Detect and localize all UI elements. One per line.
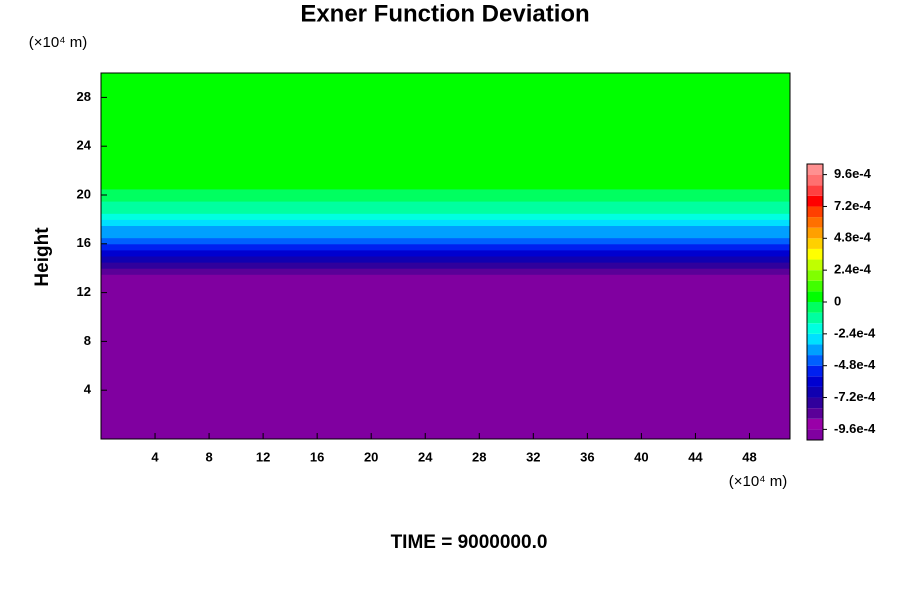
contour-band bbox=[101, 207, 790, 214]
x-tick-label: 16 bbox=[310, 449, 324, 464]
y-tick-label: 24 bbox=[77, 138, 92, 153]
y-tick-label: 8 bbox=[84, 333, 91, 348]
colorbar-swatch bbox=[807, 429, 823, 440]
colorbar-swatch bbox=[807, 365, 823, 377]
y-axis-label: Height bbox=[32, 227, 53, 287]
colorbar-swatch bbox=[807, 238, 823, 249]
contour-band bbox=[101, 256, 790, 263]
footer: TIME = 9000000.0 bbox=[391, 532, 548, 553]
x-unit: (×10⁴ m) bbox=[729, 473, 788, 490]
contour-band bbox=[101, 219, 790, 226]
colorbar-swatch bbox=[807, 355, 823, 366]
x-tick-label: 48 bbox=[742, 449, 756, 464]
colorbar-swatch bbox=[807, 302, 823, 313]
colorbar-swatch bbox=[807, 248, 823, 260]
colorbar-swatch bbox=[807, 270, 823, 281]
x-tick-label: 24 bbox=[418, 449, 433, 464]
colorbar-tick-label: 7.2e-4 bbox=[834, 198, 872, 213]
contour-band bbox=[101, 262, 790, 269]
x-tick-label: 36 bbox=[580, 449, 594, 464]
contour-band bbox=[101, 243, 790, 251]
colorbar-swatch bbox=[807, 164, 823, 175]
x-tick-label: 20 bbox=[364, 449, 378, 464]
colorbar-swatch bbox=[807, 376, 823, 387]
x-tick-label: 32 bbox=[526, 449, 540, 464]
contour-band bbox=[101, 195, 790, 202]
contour-band bbox=[101, 268, 790, 275]
y-tick-label: 28 bbox=[77, 89, 91, 104]
contour-band bbox=[101, 188, 790, 196]
colorbar-tick-label: -4.8e-4 bbox=[834, 357, 876, 372]
x-tick-label: 40 bbox=[634, 449, 648, 464]
plot-frame bbox=[100, 72, 791, 440]
contour-band bbox=[101, 249, 790, 257]
y-tick-label: 16 bbox=[77, 235, 91, 250]
x-tick-label: 12 bbox=[256, 449, 270, 464]
colorbar-swatch bbox=[807, 174, 823, 186]
colorbar-swatch bbox=[807, 280, 823, 292]
colorbar-swatch bbox=[807, 185, 823, 196]
colorbar-swatch bbox=[807, 206, 823, 218]
contour-band bbox=[101, 201, 790, 208]
y-tick-label: 20 bbox=[77, 186, 91, 201]
colorbar-swatch bbox=[807, 408, 823, 419]
colorbar-swatch bbox=[807, 291, 823, 302]
colorbar-swatch bbox=[807, 259, 823, 271]
colorbar-swatch bbox=[807, 418, 823, 430]
x-tick-label: 44 bbox=[688, 449, 703, 464]
colorbar-tick-label: 4.8e-4 bbox=[834, 230, 872, 245]
colorbar-tick-label: 0 bbox=[834, 293, 841, 308]
colorbar-tick-label: -7.2e-4 bbox=[834, 389, 876, 404]
x-tick-label: 28 bbox=[472, 449, 486, 464]
y-tick-label: 4 bbox=[84, 382, 92, 397]
colorbar-swatch bbox=[807, 227, 823, 239]
colorbar-swatch bbox=[807, 323, 823, 334]
colorbar-swatch bbox=[807, 397, 823, 409]
colorbar-swatch bbox=[807, 217, 823, 228]
x-tick-label: 8 bbox=[205, 449, 212, 464]
chart-title: Exner Function Deviation bbox=[300, 0, 589, 27]
colorbar-tick-label: 2.4e-4 bbox=[834, 262, 872, 277]
contour-band bbox=[101, 231, 790, 239]
contour-band bbox=[101, 225, 790, 233]
colorbar-tick-label: -2.4e-4 bbox=[834, 325, 876, 340]
y-tick-label: 12 bbox=[77, 284, 91, 299]
colorbar-tick-label: -9.6e-4 bbox=[834, 421, 876, 436]
colorbar-swatch bbox=[807, 333, 823, 345]
colorbar-tick-label: 9.6e-4 bbox=[834, 166, 872, 181]
colorbar-swatch bbox=[807, 312, 823, 324]
contour-band bbox=[101, 213, 790, 220]
contour-band bbox=[101, 237, 790, 245]
contour-band bbox=[101, 73, 790, 190]
colorbar-swatch bbox=[807, 344, 823, 356]
colorbar-swatch bbox=[807, 195, 823, 207]
y-unit: (×10⁴ m) bbox=[29, 34, 88, 51]
contour-band bbox=[101, 274, 790, 440]
x-tick-label: 4 bbox=[151, 449, 159, 464]
colorbar-swatch bbox=[807, 386, 823, 398]
